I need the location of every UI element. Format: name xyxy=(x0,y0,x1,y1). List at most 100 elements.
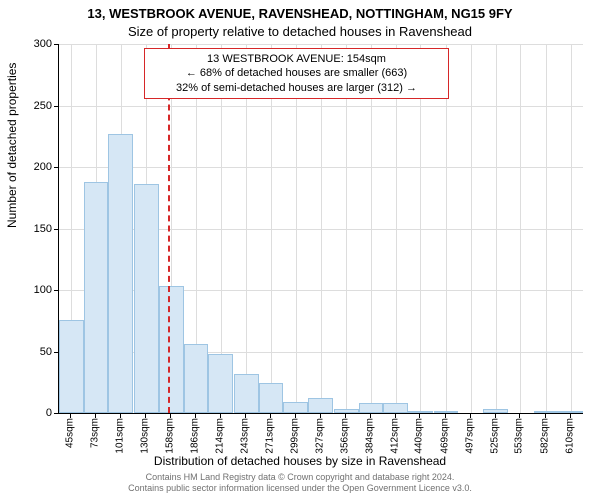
y-tick-mark xyxy=(54,229,58,230)
gridline-v xyxy=(246,44,247,413)
x-tick-label: 45sqm xyxy=(65,418,76,448)
callout-line1: 13 WESTBROOK AVENUE: 154sqm xyxy=(151,52,442,66)
y-tick-label: 250 xyxy=(12,100,52,112)
y-tick-label: 300 xyxy=(12,38,52,50)
x-tick-mark xyxy=(395,414,396,418)
histogram-bar xyxy=(159,286,184,413)
x-tick-label: 73sqm xyxy=(90,418,101,448)
histogram-bar xyxy=(434,411,459,413)
histogram-bar xyxy=(84,182,109,413)
x-tick-mark xyxy=(245,414,246,418)
x-tick-label: 412sqm xyxy=(389,418,400,454)
y-tick-mark xyxy=(54,106,58,107)
gridline-v xyxy=(420,44,421,413)
gridline-v xyxy=(371,44,372,413)
gridline-v xyxy=(346,44,347,413)
x-tick-mark xyxy=(519,414,520,418)
gridline-v xyxy=(321,44,322,413)
gridline-v xyxy=(296,44,297,413)
histogram-bar xyxy=(383,403,408,413)
x-tick-label: 469sqm xyxy=(440,418,451,454)
callout-line3: 32% of semi-detached houses are larger (… xyxy=(151,81,442,95)
chart-root: 13, WESTBROOK AVENUE, RAVENSHEAD, NOTTIN… xyxy=(0,0,600,500)
x-tick-mark xyxy=(120,414,121,418)
gridline-v xyxy=(471,44,472,413)
x-tick-label: 158sqm xyxy=(165,418,176,454)
chart-title-line2: Size of property relative to detached ho… xyxy=(0,24,600,39)
x-tick-label: 243sqm xyxy=(240,418,251,454)
x-tick-mark xyxy=(70,414,71,418)
gridline-v xyxy=(496,44,497,413)
x-tick-mark xyxy=(545,414,546,418)
x-tick-label: 356sqm xyxy=(340,418,351,454)
x-tick-label: 271sqm xyxy=(265,418,276,454)
x-tick-label: 497sqm xyxy=(464,418,475,454)
chart-title-line1: 13, WESTBROOK AVENUE, RAVENSHEAD, NOTTIN… xyxy=(0,6,600,21)
histogram-bar xyxy=(534,411,559,413)
x-tick-mark xyxy=(370,414,371,418)
histogram-bar xyxy=(334,409,359,413)
histogram-bar xyxy=(308,398,333,413)
x-tick-mark xyxy=(570,414,571,418)
x-tick-mark xyxy=(445,414,446,418)
footnote-line2: Contains public sector information licen… xyxy=(0,483,600,494)
gridline-v xyxy=(271,44,272,413)
footnote: Contains HM Land Registry data © Crown c… xyxy=(0,472,600,494)
y-tick-mark xyxy=(54,167,58,168)
x-tick-label: 101sqm xyxy=(114,418,125,454)
x-tick-mark xyxy=(295,414,296,418)
x-tick-label: 525sqm xyxy=(489,418,500,454)
histogram-bar xyxy=(483,409,508,413)
x-tick-mark xyxy=(195,414,196,418)
histogram-bar xyxy=(134,184,159,413)
y-tick-label: 100 xyxy=(12,284,52,296)
histogram-bar xyxy=(108,134,133,413)
marker-line xyxy=(168,44,170,413)
x-tick-mark xyxy=(95,414,96,418)
x-tick-mark xyxy=(419,414,420,418)
histogram-bar xyxy=(234,374,259,413)
callout-box: 13 WESTBROOK AVENUE: 154sqm ← 68% of det… xyxy=(144,48,449,99)
footnote-line1: Contains HM Land Registry data © Crown c… xyxy=(0,472,600,483)
x-tick-label: 299sqm xyxy=(289,418,300,454)
x-axis-label: Distribution of detached houses by size … xyxy=(0,454,600,468)
y-tick-label: 50 xyxy=(12,346,52,358)
x-tick-label: 186sqm xyxy=(189,418,200,454)
x-tick-label: 327sqm xyxy=(314,418,325,454)
x-tick-label: 384sqm xyxy=(364,418,375,454)
histogram-bar xyxy=(184,344,209,413)
y-tick-mark xyxy=(54,290,58,291)
x-tick-mark xyxy=(345,414,346,418)
y-tick-mark xyxy=(54,413,58,414)
x-tick-mark xyxy=(270,414,271,418)
callout-line2: ← 68% of detached houses are smaller (66… xyxy=(151,66,442,80)
histogram-bar xyxy=(259,383,284,413)
x-tick-mark xyxy=(220,414,221,418)
x-tick-mark xyxy=(145,414,146,418)
histogram-bar xyxy=(59,320,84,413)
y-tick-label: 150 xyxy=(12,223,52,235)
x-tick-mark xyxy=(170,414,171,418)
x-tick-label: 214sqm xyxy=(214,418,225,454)
y-axis-label: Number of detached properties xyxy=(5,63,19,228)
histogram-bar xyxy=(408,411,433,413)
gridline-v xyxy=(446,44,447,413)
x-tick-label: 130sqm xyxy=(140,418,151,454)
y-tick-mark xyxy=(54,44,58,45)
histogram-bar xyxy=(359,403,384,413)
histogram-bar xyxy=(208,354,233,413)
x-tick-label: 610sqm xyxy=(564,418,575,454)
gridline-v xyxy=(571,44,572,413)
gridline-v xyxy=(546,44,547,413)
y-tick-label: 0 xyxy=(12,407,52,419)
histogram-bar xyxy=(283,402,308,413)
x-tick-label: 553sqm xyxy=(514,418,525,454)
x-tick-label: 440sqm xyxy=(414,418,425,454)
x-tick-mark xyxy=(495,414,496,418)
x-tick-mark xyxy=(320,414,321,418)
x-tick-mark xyxy=(470,414,471,418)
plot-area: 13 WESTBROOK AVENUE: 154sqm ← 68% of det… xyxy=(58,44,583,414)
x-tick-label: 582sqm xyxy=(539,418,550,454)
y-tick-mark xyxy=(54,352,58,353)
gridline-v xyxy=(520,44,521,413)
